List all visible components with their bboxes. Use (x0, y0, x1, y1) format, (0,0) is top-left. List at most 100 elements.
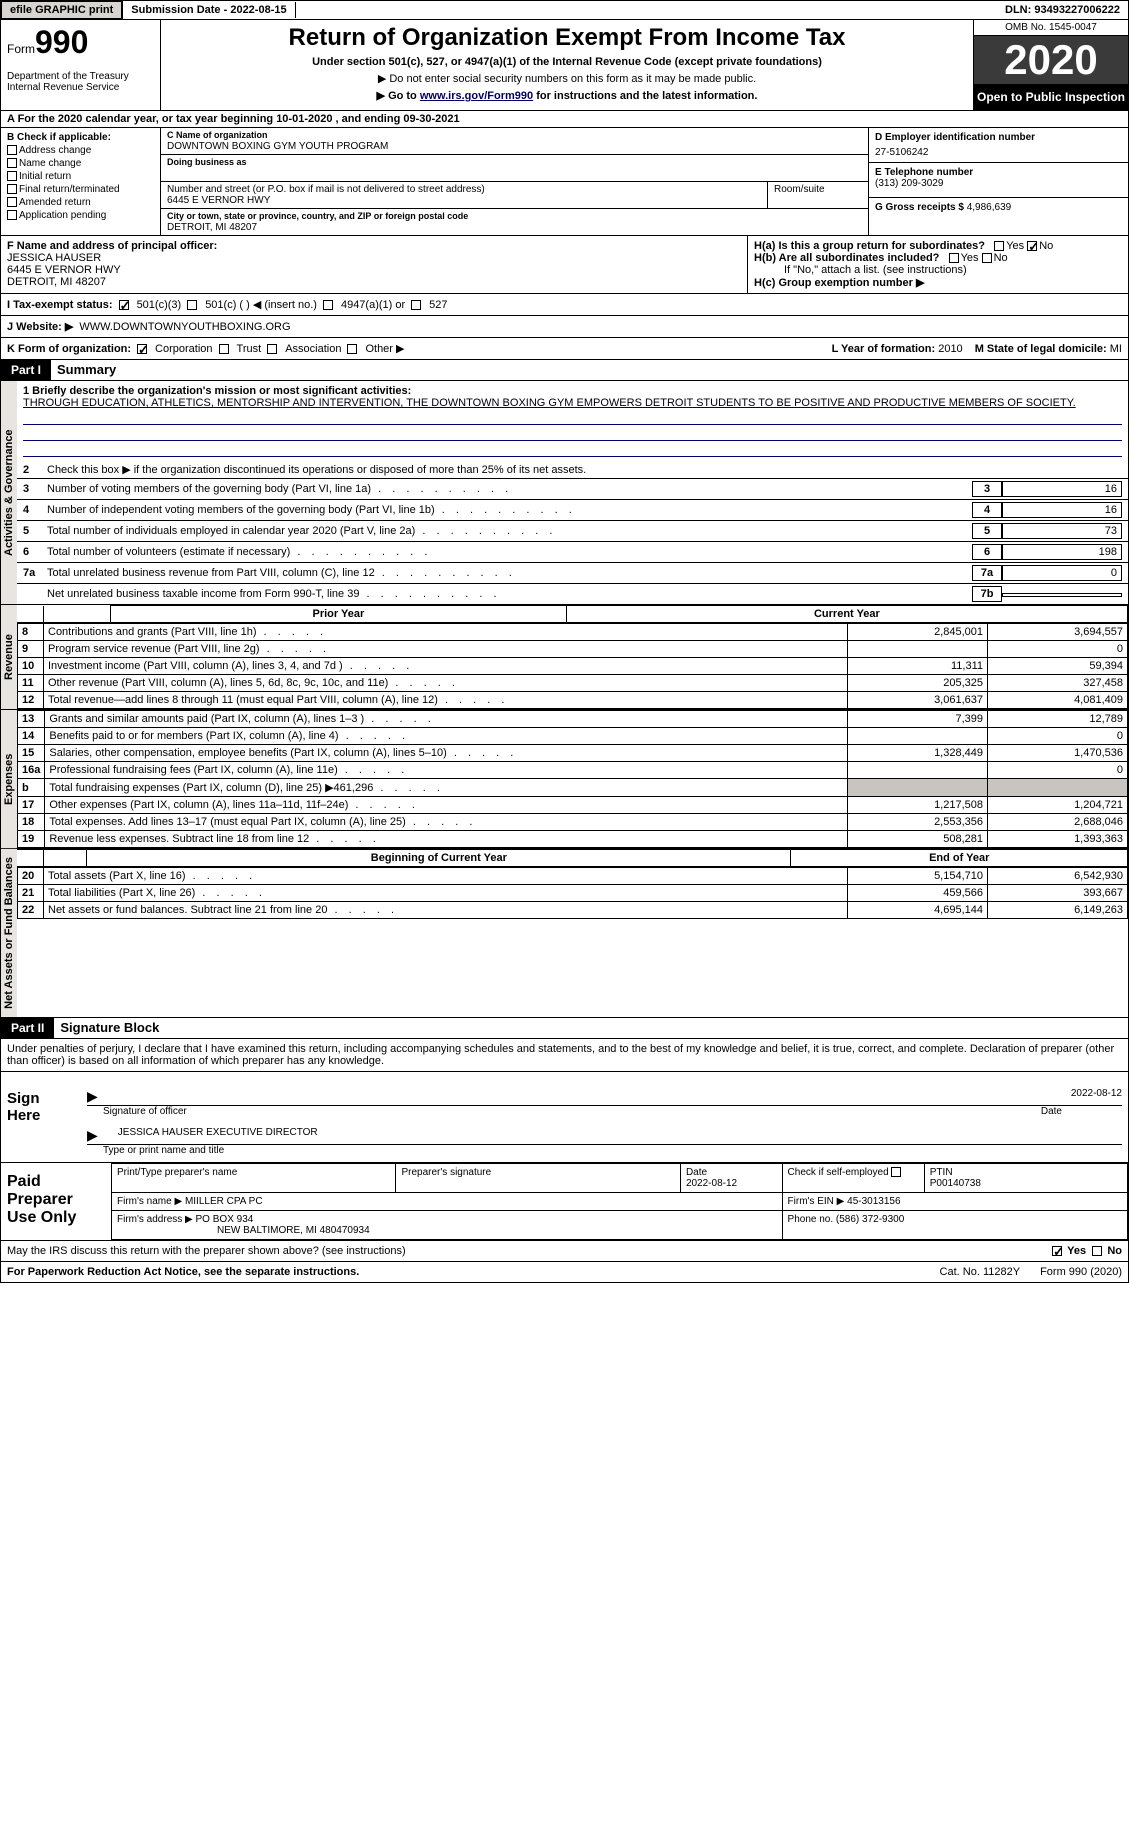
org-name: DOWNTOWN BOXING GYM YOUTH PROGRAM (167, 141, 388, 152)
governance-label: Activities & Governance (1, 381, 17, 604)
part-2-header: Part IISignature Block (0, 1018, 1129, 1039)
table-row: 8Contributions and grants (Part VIII, li… (18, 624, 1128, 641)
ptin: P00140738 (930, 1178, 981, 1189)
table-row: 10Investment income (Part VIII, column (… (18, 658, 1128, 675)
top-toolbar: efile GRAPHIC print Submission Date - 20… (0, 0, 1129, 20)
tax-year: 2020 (974, 36, 1128, 84)
efile-print-button[interactable]: efile GRAPHIC print (1, 1, 123, 19)
cb-may-no[interactable] (1092, 1246, 1102, 1256)
cb-assoc[interactable] (267, 344, 277, 354)
table-row: 17Other expenses (Part IX, column (A), l… (18, 797, 1128, 814)
table-row: 13Grants and similar amounts paid (Part … (18, 711, 1128, 728)
governance-section: Activities & Governance 1 Briefly descri… (0, 381, 1129, 605)
cb-may-yes[interactable] (1052, 1246, 1062, 1256)
table-row: 9Program service revenue (Part VIII, lin… (18, 641, 1128, 658)
firm-phone: (586) 372-9300 (836, 1214, 904, 1225)
table-row: 20Total assets (Part X, line 16)5,154,71… (18, 868, 1128, 885)
year-block: OMB No. 1545-0047 2020 Open to Public In… (973, 20, 1128, 110)
table-row: 22Net assets or fund balances. Subtract … (18, 902, 1128, 919)
line-k: K Form of organization: Corporation Trus… (0, 338, 1129, 360)
cb-hb-yes[interactable] (949, 253, 959, 263)
cb-trust[interactable] (219, 344, 229, 354)
block-h: H(a) Is this a group return for subordin… (748, 236, 1128, 293)
block-d: D Employer identification number 27-5106… (868, 128, 1128, 235)
open-inspection: Open to Public Inspection (974, 84, 1128, 110)
block-f: F Name and address of principal officer:… (1, 236, 748, 293)
year-formation: 2010 (938, 343, 962, 355)
form-note-2: ▶ Go to www.irs.gov/Form990 for instruct… (167, 89, 967, 102)
signature-intro: Under penalties of perjury, I declare th… (0, 1039, 1129, 1072)
expenses-label: Expenses (1, 710, 17, 848)
line-7a-val: 0 (1002, 565, 1122, 581)
department: Department of the Treasury Internal Reve… (7, 71, 154, 93)
website-row: J Website: ▶ WWW.DOWNTOWNYOUTHBOXING.ORG (0, 316, 1129, 338)
sign-date: 2022-08-12 (1071, 1088, 1122, 1105)
mission-block: 1 Briefly describe the organization's mi… (17, 381, 1128, 461)
line-7b-val (1002, 593, 1122, 597)
netassets-label: Net Assets or Fund Balances (1, 849, 17, 1017)
sign-here-block: Sign Here ▶2022-08-12 Signature of offic… (0, 1072, 1129, 1163)
cb-4947[interactable] (323, 300, 333, 310)
revenue-table: Prior YearCurrent Year (17, 605, 1128, 623)
cb-hb-no[interactable] (982, 253, 992, 263)
block-b: B Check if applicable: Address change Na… (1, 128, 161, 235)
irs-link[interactable]: www.irs.gov/Form990 (420, 90, 533, 102)
telephone: (313) 209-3029 (875, 178, 943, 189)
cb-initial-return[interactable] (7, 171, 17, 181)
table-row: 12Total revenue—add lines 8 through 11 (… (18, 692, 1128, 709)
revenue-label: Revenue (1, 605, 17, 709)
cb-amended[interactable] (7, 197, 17, 207)
gross-receipts: 4,986,639 (967, 202, 1012, 213)
table-row: 15Salaries, other compensation, employee… (18, 745, 1128, 762)
firm-ein: 45-3013156 (847, 1196, 900, 1207)
cb-other[interactable] (347, 344, 357, 354)
dln: DLN: 93493227006222 (997, 2, 1128, 18)
paid-preparer-block: Paid Preparer Use Only Print/Type prepar… (0, 1163, 1129, 1241)
cb-ha-no[interactable] (1027, 241, 1037, 251)
table-row: bTotal fundraising expenses (Part IX, co… (18, 779, 1128, 797)
form-title: Return of Organization Exempt From Incom… (167, 24, 967, 52)
form-title-block: Return of Organization Exempt From Incom… (161, 20, 973, 110)
line-a: A For the 2020 calendar year, or tax yea… (0, 111, 1129, 128)
form-subtitle: Under section 501(c), 527, or 4947(a)(1)… (167, 56, 967, 68)
tax-exempt-status: I Tax-exempt status: 501(c)(3) 501(c) ( … (0, 294, 1129, 316)
ein: 27-5106242 (875, 147, 1122, 158)
block-bcd: B Check if applicable: Address change Na… (0, 128, 1129, 236)
website-url: WWW.DOWNTOWNYOUTHBOXING.ORG (79, 321, 290, 333)
cb-527[interactable] (411, 300, 421, 310)
mission-text: THROUGH EDUCATION, ATHLETICS, MENTORSHIP… (23, 397, 1076, 409)
omb-number: OMB No. 1545-0047 (974, 20, 1128, 36)
cb-address-change[interactable] (7, 145, 17, 155)
table-row: 16aProfessional fundraising fees (Part I… (18, 762, 1128, 779)
line-4-val: 16 (1002, 502, 1122, 518)
table-row: 19Revenue less expenses. Subtract line 1… (18, 831, 1128, 848)
cb-pending[interactable] (7, 210, 17, 220)
cb-self-employed[interactable] (891, 1167, 901, 1177)
cb-corp[interactable] (137, 344, 147, 354)
officer-name: JESSICA HAUSER (7, 252, 101, 264)
firm-name: MIILLER CPA PC (185, 1196, 263, 1207)
table-row: 11Other revenue (Part VIII, column (A), … (18, 675, 1128, 692)
cb-final-return[interactable] (7, 184, 17, 194)
org-address: 6445 E VERNOR HWY (167, 195, 270, 206)
line-3-val: 16 (1002, 481, 1122, 497)
may-discuss-row: May the IRS discuss this return with the… (0, 1241, 1129, 1262)
firm-address: PO BOX 934 (196, 1214, 254, 1225)
form-ref: Form 990 (2020) (1040, 1266, 1122, 1278)
cb-501c[interactable] (187, 300, 197, 310)
submission-date: Submission Date - 2022-08-15 (123, 2, 295, 18)
cb-name-change[interactable] (7, 158, 17, 168)
line-6-val: 198 (1002, 544, 1122, 560)
part-1-header: Part ISummary (0, 360, 1129, 381)
line-5-val: 73 (1002, 523, 1122, 539)
netassets-section: Net Assets or Fund Balances Beginning of… (0, 849, 1129, 1018)
table-row: 18Total expenses. Add lines 13–17 (must … (18, 814, 1128, 831)
table-row: 14Benefits paid to or for members (Part … (18, 728, 1128, 745)
state-domicile: MI (1110, 343, 1122, 355)
expenses-section: Expenses 13Grants and similar amounts pa… (0, 710, 1129, 849)
form-number-block: Form990 Department of the Treasury Inter… (1, 20, 161, 110)
cb-501c3[interactable] (119, 300, 129, 310)
org-city: DETROIT, MI 48207 (167, 222, 257, 233)
cat-no: Cat. No. 11282Y (940, 1266, 1021, 1278)
cb-ha-yes[interactable] (994, 241, 1004, 251)
